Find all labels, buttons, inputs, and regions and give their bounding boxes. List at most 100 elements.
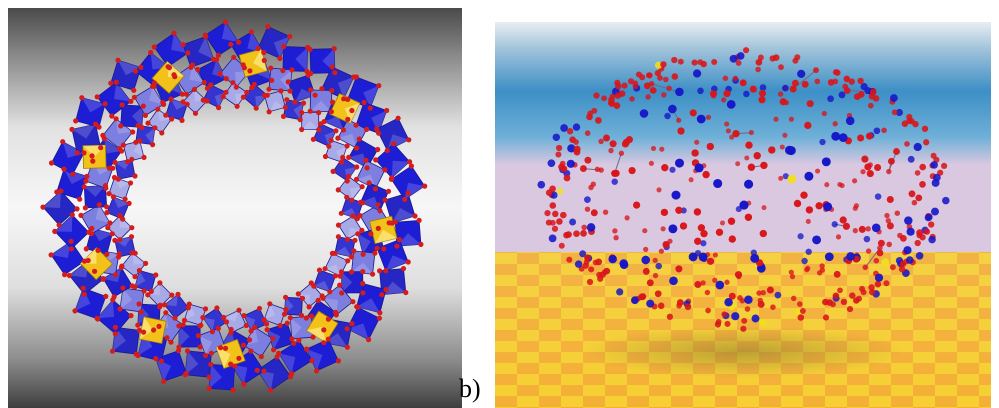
- oxygen-atom: [372, 186, 379, 192]
- oxygen-atom: [136, 267, 142, 274]
- octahedron-facet: [43, 191, 61, 208]
- oxygen-atom: [340, 154, 346, 160]
- octahedron-facet: [149, 86, 164, 105]
- oxygen-atom: [175, 291, 181, 297]
- atom: [544, 210, 551, 217]
- ring-svg: [8, 8, 462, 408]
- oxygen-atom: [348, 269, 355, 275]
- octahedron-facet: [269, 101, 286, 112]
- oxygen-atom: [335, 187, 341, 193]
- oxygen-atom: [364, 126, 370, 132]
- atom: [724, 279, 730, 285]
- atom: [692, 69, 702, 78]
- atom: [643, 82, 651, 90]
- atom: [664, 112, 671, 120]
- oxygen-atom: [262, 92, 268, 98]
- oxygen-atom: [158, 358, 164, 364]
- atom: [887, 157, 895, 165]
- atom: [700, 230, 708, 238]
- octahedron-facet: [347, 323, 369, 340]
- oxygen-atom: [206, 385, 212, 391]
- yellow-tetrahedron-facet: [375, 229, 397, 244]
- atom: [919, 163, 926, 171]
- atom: [712, 277, 718, 283]
- octahedron-facet: [114, 236, 132, 247]
- octahedron-facet: [198, 335, 212, 356]
- oxygen-atom: [338, 159, 345, 165]
- atom: [731, 312, 740, 321]
- atom: [688, 177, 694, 183]
- atom: [548, 234, 557, 243]
- atom: [858, 225, 866, 233]
- oxygen-atom: [126, 200, 132, 206]
- oxygen-atom: [69, 126, 75, 132]
- atom: [834, 69, 841, 76]
- octahedron-facet: [334, 246, 352, 257]
- oxygen-atom: [127, 180, 134, 186]
- oxygen-atom: [271, 347, 277, 353]
- oxygen-atom: [248, 328, 254, 334]
- oxygen-atom: [106, 165, 112, 171]
- oxygen-atom: [151, 327, 157, 333]
- atom: [863, 235, 871, 243]
- atom: [755, 66, 761, 73]
- oxygen-atom: [350, 213, 356, 219]
- atom: [815, 202, 823, 210]
- atom: [871, 223, 881, 233]
- oxygen-atom: [332, 70, 338, 76]
- atom: [797, 314, 805, 321]
- oxygen-atom: [180, 322, 186, 328]
- oxygen-atom: [331, 46, 337, 52]
- atom: [552, 210, 559, 218]
- octahedron-facet: [164, 294, 178, 307]
- oxygen-atom: [94, 94, 100, 100]
- oxygen-atom: [265, 24, 271, 30]
- oxygen-atom: [95, 316, 101, 322]
- oxygen-atom: [388, 176, 394, 182]
- atom: [867, 102, 874, 109]
- atom: [930, 161, 938, 169]
- atom: [675, 87, 684, 97]
- atom: [722, 75, 729, 82]
- atom: [860, 82, 868, 91]
- atom: [646, 72, 653, 79]
- atom: [696, 114, 706, 124]
- oxygen-atom: [308, 313, 314, 319]
- atom: [669, 166, 676, 173]
- atom: [627, 78, 635, 85]
- octahedron-facet: [371, 110, 387, 134]
- oxygen-atom: [296, 337, 302, 343]
- oxygen-atom: [363, 157, 369, 163]
- atom: [700, 240, 707, 247]
- oxygen-atom: [112, 331, 118, 337]
- octahedron-facet: [392, 208, 415, 223]
- atom: [694, 139, 700, 145]
- atom: [747, 163, 756, 171]
- atom: [660, 226, 666, 232]
- octahedron-facet: [301, 121, 319, 130]
- oxygen-atom: [261, 317, 267, 323]
- oxygen-atom: [328, 137, 334, 143]
- oxygen-atom: [360, 251, 366, 257]
- oxygen-atom: [354, 164, 360, 170]
- atom: [904, 216, 913, 225]
- atom: [782, 173, 789, 180]
- oxygen-atom: [355, 231, 361, 237]
- oxygen-atom: [289, 336, 295, 342]
- atom: [658, 248, 665, 254]
- oxygen-atom: [405, 259, 411, 265]
- atom: [739, 200, 749, 210]
- oxygen-atom: [220, 94, 226, 100]
- oxygen-atom: [119, 263, 125, 269]
- atom: [642, 267, 650, 275]
- atom: [895, 108, 903, 117]
- atom: [919, 181, 926, 188]
- octahedron-facet: [310, 100, 332, 112]
- atom: [602, 209, 609, 215]
- atom: [853, 203, 859, 209]
- atom: [852, 178, 858, 184]
- atom: [789, 273, 796, 280]
- atom: [676, 117, 682, 123]
- oxygen-atom: [208, 82, 214, 88]
- atom: [785, 145, 794, 155]
